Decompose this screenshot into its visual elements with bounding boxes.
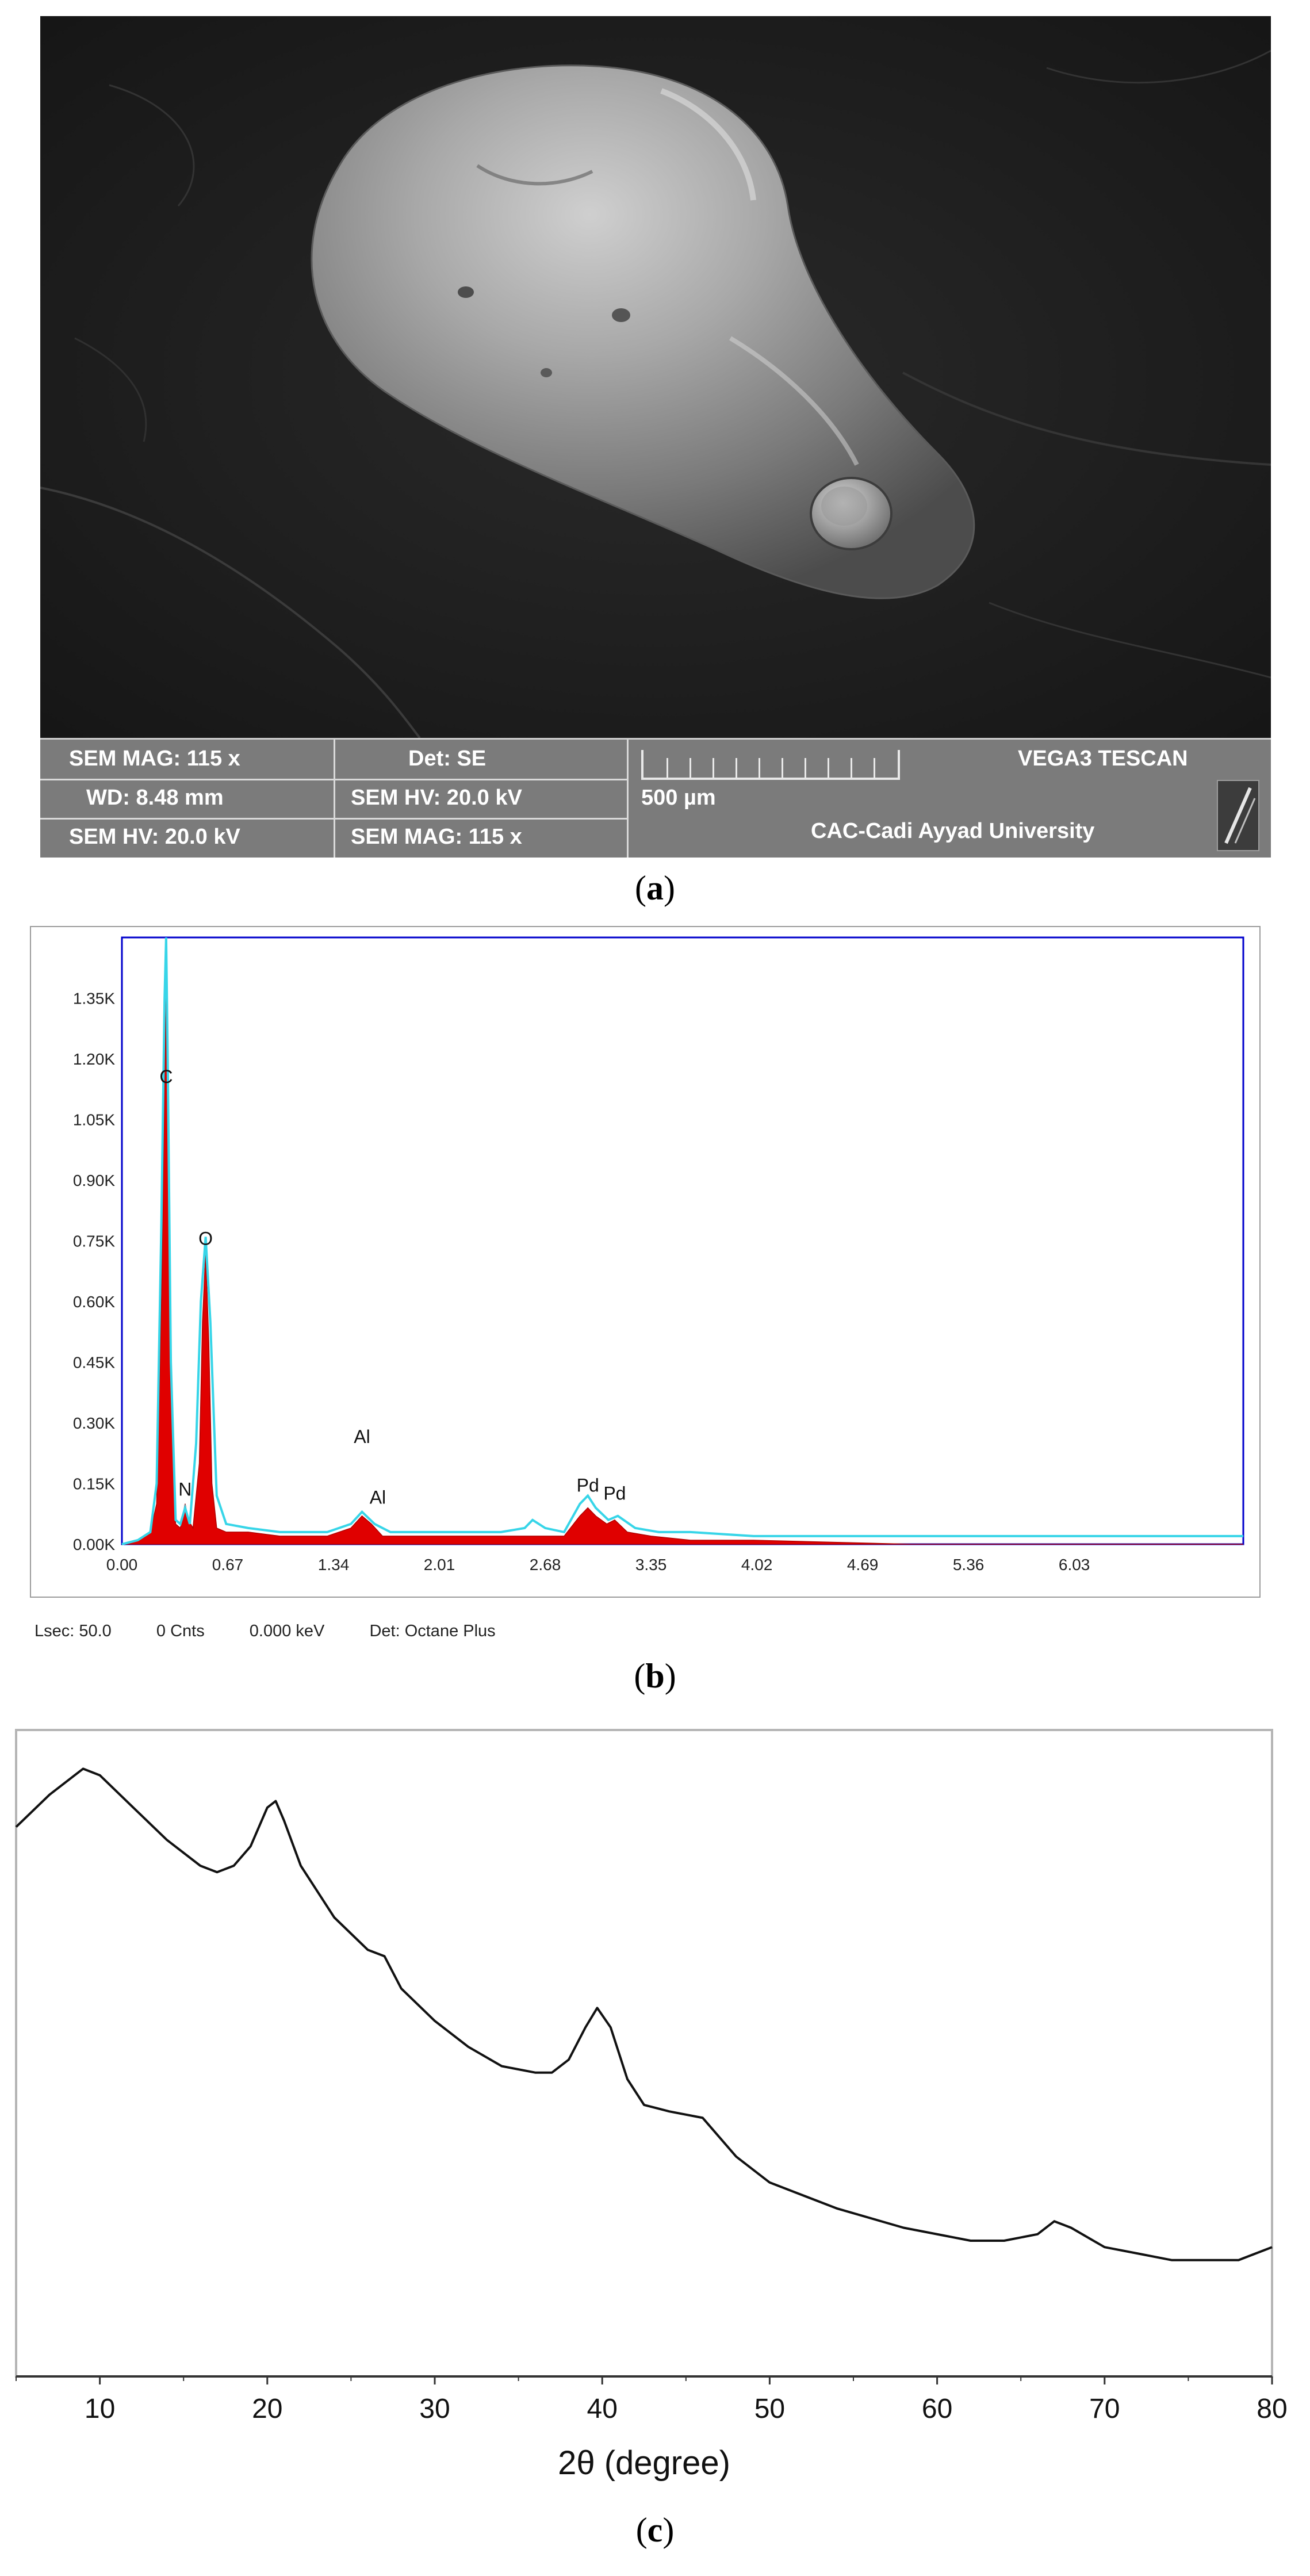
xrd-x-tick-label: 30 [419,2394,450,2424]
scale-bar-label: 500 µm [641,786,716,810]
eds-peak-label: Al [370,1487,386,1508]
eds-y-tick-label: 0.00K [73,1536,115,1553]
panel-a-label: (a) [635,869,675,907]
sem-hv-label-mid: SEM HV: 20.0 kV [351,786,522,810]
eds-counts: 0 Cnts [156,1622,205,1640]
eds-y-tick-label: 0.30K [73,1414,115,1432]
eds-y-tick-label: 0.45K [73,1354,115,1372]
eds-spectrum-trace [121,937,1243,1545]
eds-peak-label: Pd [603,1483,626,1504]
xrd-x-tick-label: 80 [1257,2394,1287,2424]
xrd-x-tick-label: 20 [252,2394,282,2424]
panel-b-label: (b) [634,1657,676,1695]
eds-x-tick-label: 4.69 [847,1556,879,1574]
eds-x-tick-label: 0.67 [212,1556,244,1574]
xrd-x-tick-label: 50 [754,2394,785,2424]
xrd-x-tick-label: 10 [85,2394,115,2424]
eds-x-tick-label: 5.36 [953,1556,985,1574]
eds-x-tick-label: 0.00 [106,1556,138,1574]
eds-detector: Det: Octane Plus [369,1622,496,1640]
eds-plot-area [121,936,1244,1545]
vendor-label: VEGA3 TESCAN [1018,747,1188,771]
eds-x-tick-label: 4.02 [741,1556,773,1574]
panel-c-label: (c) [635,2511,675,2549]
eds-y-tick-label: 1.05K [73,1111,115,1129]
institution-label: CAC-Cadi Ayyad University [811,819,1095,843]
eds-chart: 0.00K 0.15K 0.30K 0.45K 0.60K 0.75K 0.90K 1.05K… [73,936,1244,1574]
xrd-chart: 10 20 30 40 50 60 70 80 2θ (degree) [15,1729,1288,2482]
eds-peak-label: C [159,1066,173,1087]
eds-status-footer: Lsec: 50.0 0 Cnts 0.000 keV Det: Octane … [35,1622,536,1641]
sem-panel: SEM MAG: 115 x Det: SE WD: 8.48 mm SEM H… [40,16,1271,858]
eds-x-tick-label: 2.01 [424,1556,455,1574]
xrd-x-tick-label: 60 [922,2394,952,2424]
eds-peak-label: O [198,1228,213,1249]
scale-bar [641,750,900,780]
sem-micrograph-image [40,16,1271,738]
eds-chart-frame [30,926,1261,1598]
eds-spectrum-fill [121,998,1243,1545]
sem-mag-label-1: SEM MAG: 115 x [69,747,240,771]
xrd-x-tick-label: 70 [1089,2394,1120,2424]
eds-y-tick-label: 0.60K [73,1293,115,1311]
working-distance-label: WD: 8.48 mm [86,786,224,810]
xrd-pattern-line [15,1767,1273,2261]
xrd-x-axis-label: 2θ (degree) [558,2444,730,2482]
eds-y-tick-label: 0.90K [73,1172,115,1189]
sem-hv-label-left: SEM HV: 20.0 kV [69,825,240,849]
eds-x-tick-label: 1.34 [318,1556,350,1574]
eds-x-tick-label: 2.68 [530,1556,561,1574]
eds-y-tick-label: 0.75K [73,1233,115,1250]
xrd-x-tick-label: 40 [587,2394,618,2424]
eds-y-tick-label: 1.35K [73,990,115,1008]
eds-kev: 0.000 keV [249,1622,325,1640]
xrd-plot-frame [15,1729,1273,2378]
sem-mag-label-2: SEM MAG: 115 x [351,825,522,849]
eds-peak-label: N [178,1479,191,1500]
eds-x-tick-label: 3.35 [635,1556,667,1574]
eds-peak-label: Al [354,1426,370,1447]
eds-lsec: Lsec: 50.0 [35,1622,112,1640]
eds-peak-label: Pd [577,1475,599,1496]
tescan-logo-icon [1217,780,1259,851]
eds-x-tick-label: 6.03 [1059,1556,1090,1574]
eds-y-tick-label: 1.20K [73,1050,115,1068]
detector-label: Det: SE [408,747,487,771]
sem-info-bar: SEM MAG: 115 x Det: SE WD: 8.48 mm SEM H… [40,738,1271,858]
eds-y-tick-label: 0.15K [73,1475,115,1493]
